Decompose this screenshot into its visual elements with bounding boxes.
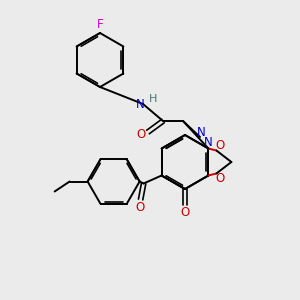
Text: O: O bbox=[216, 172, 225, 185]
Text: H: H bbox=[149, 94, 157, 104]
Text: F: F bbox=[97, 17, 103, 31]
Text: O: O bbox=[180, 206, 190, 220]
Text: N: N bbox=[196, 125, 206, 139]
Text: O: O bbox=[136, 128, 146, 142]
Text: O: O bbox=[216, 139, 225, 152]
Text: N: N bbox=[204, 136, 213, 149]
Text: N: N bbox=[136, 98, 144, 110]
Text: O: O bbox=[135, 201, 144, 214]
